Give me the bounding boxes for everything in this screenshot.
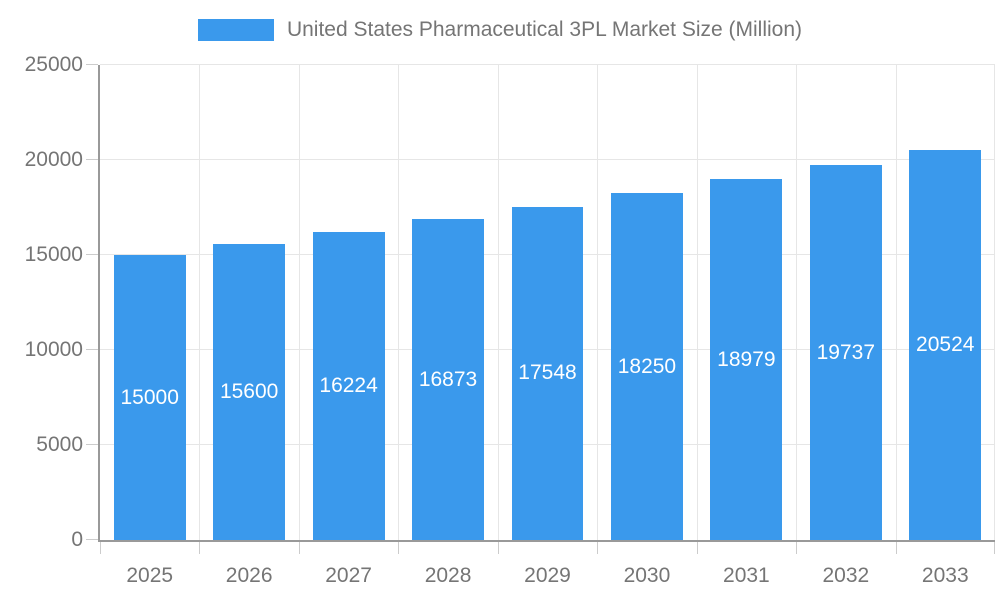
y-axis-tick [86,539,98,540]
y-axis-tick [86,444,98,445]
bar-value-label: 16224 [319,373,378,397]
bar-2033: 20524 [909,150,982,540]
bar-value-label: 20524 [916,333,975,357]
gridline-vertical [497,65,499,540]
y-axis-label: 10000 [24,338,83,361]
x-axis-tick [994,542,995,554]
x-axis-label: 2027 [325,564,372,587]
bar-2030: 18250 [610,193,683,540]
y-axis-tick [86,159,98,160]
chart-title: United States Pharmaceutical 3PL Market … [286,18,803,41]
x-axis-tick [100,542,101,554]
gridline-vertical [597,65,599,540]
legend: United States Pharmaceutical 3PL Market … [0,18,1000,42]
bar-2032: 19737 [809,165,882,540]
x-axis-tick [199,542,201,554]
x-axis-line [98,540,995,542]
y-axis-label: 5000 [36,433,83,456]
gridline-vertical [199,65,201,540]
bar-2029: 17548 [511,206,584,540]
y-axis-tick [86,254,98,255]
x-axis-tick [398,542,400,554]
bar-value-label: 16873 [418,367,478,391]
y-axis-line [98,65,100,542]
x-axis-tick [497,542,499,554]
legend-item[interactable]: United States Pharmaceutical 3PL Market … [197,18,803,42]
bar-value-label: 15600 [219,379,279,403]
bar-2031: 18979 [710,179,783,540]
x-axis-label: 2032 [822,564,870,587]
x-axis-label: 2025 [126,564,174,587]
x-axis-label: 2026 [225,564,273,587]
y-axis-label: 25000 [24,53,83,76]
gridline-vertical [696,65,698,540]
x-axis-label: 2028 [424,564,472,587]
bar-value-label: 17548 [518,361,577,385]
x-axis-tick [298,542,300,554]
y-axis-tick [86,349,98,350]
gridline-horizontal [100,159,995,160]
x-axis-label: 2029 [524,564,571,587]
x-axis-tick [597,542,599,554]
bar-2028: 16873 [412,219,485,540]
y-axis-label: 15000 [24,243,83,266]
bar-value-label: 18250 [617,354,677,378]
bar-2026: 15600 [213,243,286,540]
gridline-vertical [994,65,995,540]
plot-area: 0 5000 10000 15000 20000 25000 15000 15600 16224… [25,53,995,587]
y-axis-label: 20000 [24,148,83,171]
gridline-vertical [796,65,798,540]
bar-value-label: 19737 [816,340,876,364]
y-axis-label: 0 [71,528,83,551]
x-axis-tick [796,542,798,554]
y-axis-tick [86,64,98,65]
gridline-horizontal [100,64,995,65]
x-axis-tick [696,542,698,554]
bar-value-label: 18979 [717,347,776,371]
bar-2027: 16224 [312,231,385,540]
x-axis-label: 2031 [723,564,770,587]
legend-swatch [197,19,274,41]
x-axis-label: 2033 [921,564,969,587]
x-axis-label: 2030 [623,564,671,587]
bar-value-label: 15000 [120,385,179,409]
x-axis-tick [895,542,897,554]
gridline-vertical [298,65,300,540]
gridline-vertical [895,65,897,540]
bar-2025: 15000 [113,255,186,540]
gridline-vertical [398,65,400,540]
